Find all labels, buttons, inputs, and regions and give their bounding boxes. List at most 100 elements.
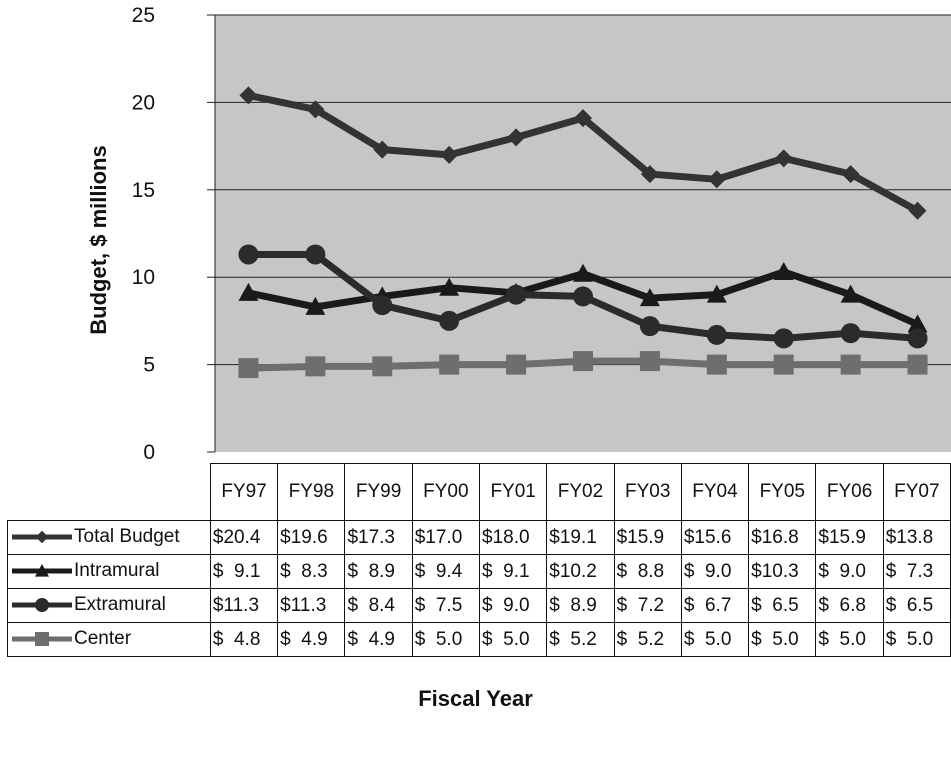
circle-marker <box>840 323 861 344</box>
data-label: $ 9.4 <box>411 554 481 589</box>
circle-marker <box>506 284 527 305</box>
data-table: FY97 FY98 FY99 FY00 FY01 FY02 FY03 FY04 FY05 FY06… <box>7 463 951 657</box>
triangle-marker <box>907 314 928 333</box>
table-row: Extramural $11.3 $11.3 $ 8.4 $ 7.5 $ 9.0 $ 8.9… <box>7 588 951 623</box>
circle-legend-icon <box>35 598 49 613</box>
diamond-marker <box>373 140 392 159</box>
legend-key <box>12 531 72 544</box>
data-label: $ 9.0 <box>815 554 884 589</box>
legend-key <box>12 632 72 647</box>
diamond-marker <box>841 165 860 184</box>
data-label: $ 7.2 <box>613 588 682 623</box>
legend-entry: Total Budget <box>7 520 211 555</box>
data-label: $ 6.5 <box>748 588 817 623</box>
data-label: $18.0 <box>479 520 548 555</box>
data-label: $11.3 <box>209 588 279 623</box>
legend-label: Intramural <box>74 560 160 582</box>
x-tick-label: FY03 <box>613 463 682 521</box>
data-label: $ 5.2 <box>613 622 682 657</box>
data-label: $ 9.1 <box>209 554 279 589</box>
data-label: $ 9.0 <box>680 554 750 589</box>
square-marker <box>907 354 928 375</box>
x-tick-label: FY02 <box>546 463 615 521</box>
data-label: $16.8 <box>748 520 817 555</box>
x-tick-label: FY01 <box>479 463 548 521</box>
x-tick-label: FY04 <box>680 463 750 521</box>
square-marker <box>840 354 861 375</box>
y-tick-label: 5 <box>143 354 155 377</box>
series-layer <box>238 86 928 379</box>
data-label: $ 5.0 <box>479 622 548 657</box>
data-label: $ 9.1 <box>479 554 548 589</box>
x-tick-label: FY05 <box>748 463 817 521</box>
x-tick-label: FY97 <box>209 463 279 521</box>
data-label: $ 4.8 <box>209 622 279 657</box>
table-row: Intramural $ 9.1 $ 8.3 $ 8.9 $ 9.4 $ 9.1 $10.2… <box>7 554 951 589</box>
diamond-marker <box>774 149 793 168</box>
square-marker <box>706 354 727 375</box>
data-label: $17.3 <box>344 520 413 555</box>
triangle-marker <box>840 284 861 303</box>
series-extramural <box>238 244 928 349</box>
circle-marker <box>439 310 460 331</box>
diamond-marker <box>239 86 258 105</box>
legend-label: Extramural <box>74 594 166 616</box>
y-tick-label: 0 <box>143 441 155 464</box>
y-tick-label: 25 <box>132 4 155 27</box>
square-marker <box>372 356 393 377</box>
table-corner <box>7 463 211 521</box>
data-label: $ 4.9 <box>277 622 346 657</box>
circle-marker <box>573 286 593 307</box>
diamond-marker <box>640 165 659 184</box>
circle-marker <box>773 328 794 349</box>
data-label: $ 5.0 <box>882 622 951 657</box>
x-tick-label: FY99 <box>344 463 413 521</box>
data-label: $ 5.0 <box>748 622 817 657</box>
data-label: $ 7.3 <box>882 554 951 589</box>
triangle-marker <box>573 263 593 282</box>
x-tick-label: FY00 <box>411 463 481 521</box>
table-row: Total Budget $20.4 $19.6 $17.3 $17.0 $18.0 $19… <box>7 520 951 555</box>
data-label: $ 8.9 <box>344 554 413 589</box>
data-label: $15.6 <box>680 520 750 555</box>
legend-entry: Center <box>7 622 211 657</box>
data-label: $11.3 <box>277 588 346 623</box>
legend-label: Center <box>74 628 132 650</box>
x-tick-label: FY07 <box>882 463 951 521</box>
legend-entry: Extramural <box>7 588 211 623</box>
circle-marker <box>639 316 660 337</box>
data-label: $ 8.3 <box>277 554 346 589</box>
triangle-legend-icon <box>35 564 49 578</box>
data-label: $ 5.2 <box>546 622 615 657</box>
plot-area <box>215 15 951 452</box>
diamond-marker <box>507 128 526 147</box>
square-marker <box>506 354 527 375</box>
diamond-marker <box>440 145 459 164</box>
triangle-marker <box>238 282 259 301</box>
data-label: $ 6.5 <box>882 588 951 623</box>
diamond-marker <box>707 170 726 189</box>
data-label: $ 5.0 <box>411 622 481 657</box>
triangle-marker <box>639 288 660 307</box>
square-marker <box>238 358 259 379</box>
diamond-legend-icon <box>35 531 49 544</box>
x-tick-label: FY98 <box>277 463 346 521</box>
circle-marker <box>372 295 393 316</box>
square-marker <box>773 354 794 375</box>
data-label: $10.2 <box>546 554 615 589</box>
table-row: Center $ 4.8 $ 4.9 $ 4.9 $ 5.0 $ 5.0 $ 5.2 $ 5.… <box>7 622 951 657</box>
data-label: $ 5.0 <box>680 622 750 657</box>
square-marker <box>573 351 593 372</box>
data-label: $ 9.0 <box>479 588 548 623</box>
x-tick-label: FY06 <box>815 463 884 521</box>
legend-entry: Intramural <box>7 554 211 589</box>
data-label: $ 8.4 <box>344 588 413 623</box>
circle-marker <box>238 244 259 265</box>
data-label: $19.1 <box>546 520 615 555</box>
square-legend-icon <box>35 632 49 647</box>
square-marker <box>639 351 660 372</box>
table-header-row: FY97 FY98 FY99 FY00 FY01 FY02 FY03 FY04 FY05 FY06… <box>7 463 951 521</box>
data-label: $10.3 <box>748 554 817 589</box>
triangle-marker <box>706 284 727 303</box>
